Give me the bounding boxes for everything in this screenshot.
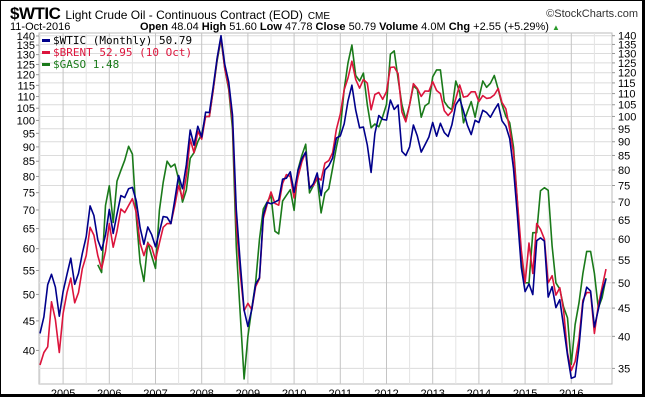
legend-entry: $WTIC (Monthly) 50.79: [53, 34, 192, 47]
legend-swatch: [42, 39, 50, 42]
x-axis-label: 2009: [236, 388, 260, 400]
change-label: Chg: [448, 21, 471, 33]
x-axis-label: 2010: [282, 388, 306, 400]
x-axis-label: 2013: [420, 388, 444, 400]
right-axis-label: 105: [618, 100, 636, 112]
left-axis-label: 105: [17, 103, 35, 115]
legend-swatch: [42, 63, 50, 66]
quote-summary: Open 48.04 High 51.60 Low 47.78 Close 50…: [140, 21, 560, 33]
right-axis-label: 85: [618, 150, 630, 162]
open-value: 48.04: [171, 21, 199, 33]
x-axis-label: 2012: [374, 388, 398, 400]
left-axis-label: 40: [23, 345, 35, 357]
right-axis-label: 110: [618, 89, 636, 101]
change-value: +2.55 (+5.29%): [473, 21, 549, 33]
close-value: 50.79: [348, 21, 377, 33]
close-label: Close: [315, 21, 346, 33]
symbol-description: Light Crude Oil - Continuous Contract (E…: [65, 8, 303, 22]
left-axis-label: 130: [17, 50, 35, 62]
left-axis-label: 135: [17, 40, 35, 52]
volume-value: 4.0M: [421, 21, 446, 33]
right-axis-label: 115: [618, 78, 636, 90]
quote-date: 11-Oct-2016: [10, 21, 71, 33]
right-axis-label: 35: [618, 363, 630, 375]
left-axis-label: 45: [23, 316, 35, 328]
left-axis-label: 85: [23, 156, 35, 168]
stockcharts-copyright: ©StockCharts.com: [546, 8, 638, 20]
volume-label: Volume: [379, 21, 419, 33]
right-axis-label: 60: [618, 234, 630, 246]
left-axis-label: 50: [23, 289, 35, 301]
right-axis-label: 140: [618, 31, 636, 43]
right-axis-label: 135: [618, 39, 636, 51]
series-line-brent: [39, 36, 607, 372]
title-row: $WTIC Light Crude Oil - Continuous Contr…: [10, 4, 330, 24]
open-label: Open: [140, 21, 169, 33]
high-label: High: [201, 21, 227, 33]
x-axis-label: 2005: [51, 388, 75, 400]
exchange-label: CME: [307, 11, 331, 22]
left-axis-label: 95: [23, 128, 35, 140]
left-axis-label: 100: [17, 115, 35, 127]
x-axis-label: 2014: [467, 388, 491, 400]
x-axis-label: 2015: [513, 388, 537, 400]
left-axis-label: 115: [17, 80, 35, 92]
right-axis-label: 40: [618, 331, 630, 343]
right-axis-label: 90: [618, 137, 630, 149]
low-label: Low: [259, 21, 282, 33]
left-axis-label: 80: [23, 171, 35, 183]
right-axis-label: 75: [618, 180, 630, 192]
series-line-wtic: [39, 34, 607, 380]
high-value: 51.60: [229, 21, 257, 33]
left-axis-label: 60: [23, 244, 35, 256]
right-axis-label: 50: [618, 278, 630, 290]
up-triangle-icon: ▲: [552, 23, 560, 32]
right-axis-label: 95: [618, 124, 630, 136]
right-axis-label: 65: [618, 215, 630, 227]
left-axis-label: 125: [17, 59, 35, 71]
x-axis-label: 2008: [189, 388, 213, 400]
right-axis-label: 70: [618, 197, 630, 209]
left-axis-label: 75: [23, 188, 35, 200]
x-axis-label: 2011: [328, 388, 352, 400]
plot-area: [38, 32, 613, 385]
right-axis-label: 80: [618, 165, 630, 177]
x-axis-label: 2016: [559, 388, 583, 400]
x-axis-label: 2007: [143, 388, 167, 400]
legend-swatch: [42, 51, 50, 54]
left-axis-label: 65: [23, 224, 35, 236]
right-axis-label: 55: [618, 255, 630, 267]
legend-entry: $BRENT 52.95 (10 Oct): [53, 46, 192, 59]
x-axis-label: 2006: [97, 388, 121, 400]
right-axis-label: 100: [618, 111, 636, 123]
right-axis-label: 125: [618, 58, 636, 70]
left-axis-label: 70: [23, 205, 35, 217]
left-axis-label: 140: [17, 31, 35, 43]
legend-entry: $GASO 1.48: [53, 58, 119, 71]
left-axis-label: 55: [23, 266, 35, 278]
symbol-title: $WTIC: [10, 4, 61, 23]
chart-frame: [0, 0, 645, 397]
left-axis-label: 110: [17, 92, 35, 104]
right-axis-label: 45: [618, 303, 630, 315]
low-value: 47.78: [284, 21, 313, 33]
left-axis-label: 120: [17, 70, 35, 82]
right-axis-label: 130: [618, 48, 636, 60]
right-axis-label: 120: [618, 68, 636, 80]
left-axis-label: 90: [23, 142, 35, 154]
